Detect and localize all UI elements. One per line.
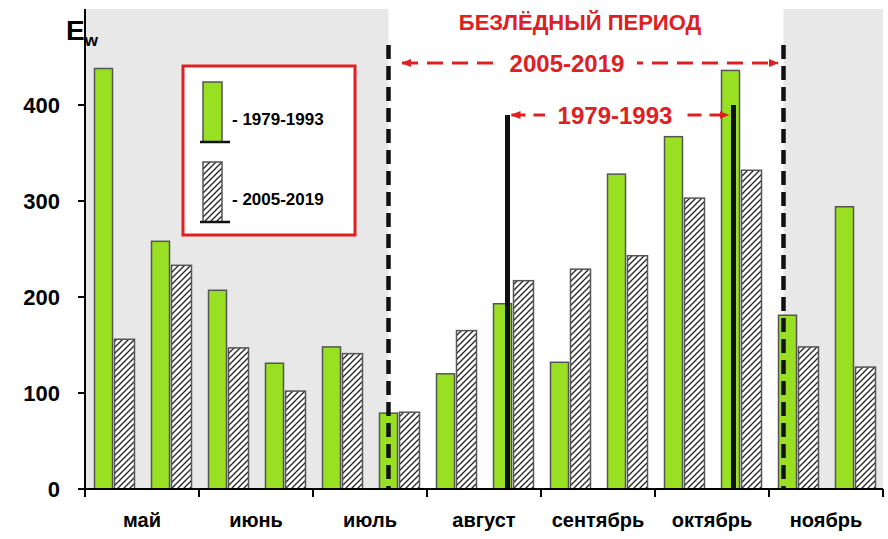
bar: [742, 170, 762, 489]
legend-swatch-base: [200, 221, 230, 224]
x-tick: [84, 489, 86, 497]
y-axis: [84, 9, 86, 489]
x-tick: [882, 489, 884, 497]
bar: [799, 347, 819, 489]
label-background: [497, 47, 637, 79]
bar: [514, 281, 534, 489]
bar: [856, 367, 876, 489]
bar: [152, 241, 170, 489]
bar: [172, 265, 192, 489]
x-tick: [198, 489, 200, 497]
x-tick-label: октябрь: [672, 509, 753, 531]
y-tick-label: 0: [48, 477, 60, 502]
y-tick-label: 100: [23, 381, 60, 406]
label-background: [545, 99, 685, 131]
bar: [323, 347, 341, 489]
bar: [437, 374, 455, 489]
bar: [286, 391, 306, 489]
bar: [95, 69, 113, 489]
period-boundary: [386, 45, 391, 489]
chart: 0 100 200 300 400 май июнь июль август сентябрь ок…: [0, 0, 888, 539]
ice-region: [784, 9, 884, 489]
x-tick: [312, 489, 314, 497]
x-tick: [654, 489, 656, 497]
annotation: 1979-1993: [558, 102, 673, 129]
legend-label: - 2005-2019: [232, 190, 324, 209]
legend-label: - 1979-1993: [232, 110, 324, 129]
legend-swatch: [203, 82, 222, 142]
bar: [229, 348, 249, 489]
y-tick-label: 300: [23, 189, 60, 214]
bar: [571, 269, 591, 489]
x-tick-label: май: [123, 509, 161, 531]
bar: [836, 207, 854, 489]
y-axis-label: Ew: [66, 15, 99, 50]
x-tick-label: ноябрь: [790, 509, 863, 531]
x-tick: [540, 489, 542, 497]
y-tick-label: 400: [23, 93, 60, 118]
bars: [95, 69, 876, 489]
x-tick: [426, 489, 428, 497]
legend-frame: [183, 66, 355, 235]
bar: [551, 362, 569, 489]
bar: [266, 363, 284, 489]
annotation: 2005-2019: [510, 50, 625, 77]
y-tick: [78, 200, 85, 202]
bar: [209, 290, 227, 489]
y-tick: [78, 488, 85, 490]
x-tick-label: сентябрь: [552, 509, 645, 531]
bar: [608, 174, 626, 489]
x-tick-label: август: [452, 509, 515, 531]
period-boundary: [781, 45, 786, 489]
bar: [115, 339, 135, 489]
ice-region: [85, 9, 389, 489]
legend: - 1979-1993 - 2005-2019: [183, 66, 355, 235]
x-axis: [85, 488, 883, 490]
x-tick-label: июнь: [229, 509, 283, 531]
legend-swatch-base: [200, 141, 230, 144]
bar: [665, 137, 683, 489]
x-tick: [768, 489, 770, 497]
bar: [628, 256, 648, 489]
x-tick-label: июль: [343, 509, 397, 531]
y-tick: [78, 296, 85, 298]
bar: [722, 70, 740, 489]
bar: [343, 354, 363, 489]
bar: [779, 315, 797, 489]
bar: [400, 412, 420, 489]
annotation: БЕЗЛЁДНЫЙ ПЕРИОД: [459, 10, 702, 35]
period-boundary: [505, 115, 510, 489]
y-tick: [78, 392, 85, 394]
legend-swatch: [203, 162, 222, 222]
y-tick: [78, 104, 85, 106]
period-boundary: [731, 105, 736, 489]
bar: [685, 198, 705, 489]
bar: [457, 331, 477, 489]
y-tick-label: 200: [23, 285, 60, 310]
